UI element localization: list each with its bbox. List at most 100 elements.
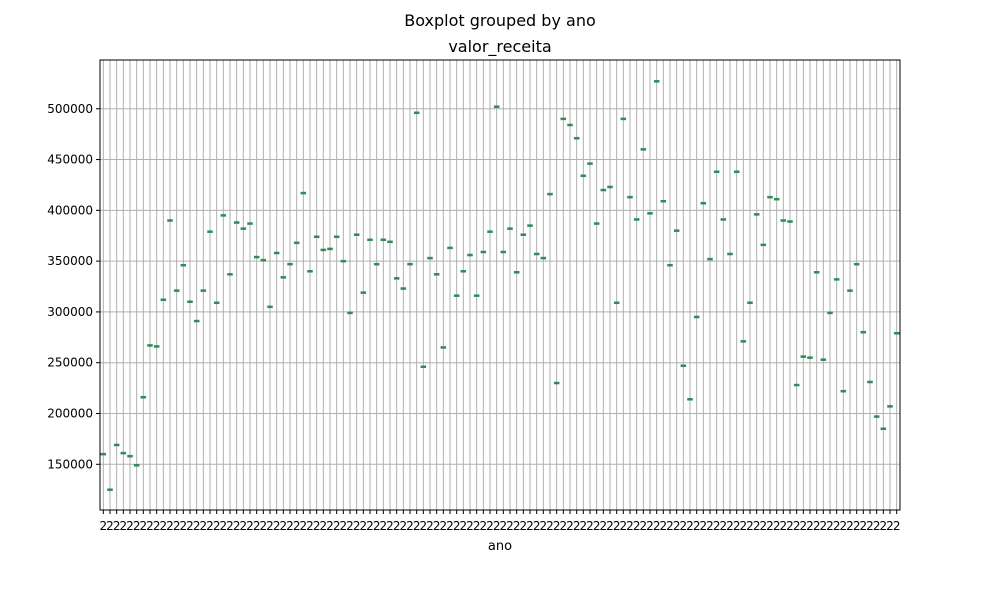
box-mark (413, 111, 420, 115)
box-mark (107, 488, 113, 491)
box-mark (680, 364, 687, 368)
x-tick-label: 2 (293, 519, 301, 533)
x-tick-label: 2 (860, 519, 868, 533)
x-tick-label: 2 (726, 519, 734, 533)
x-tick-label: 2 (786, 519, 794, 533)
x-tick-label: 2 (713, 519, 721, 533)
box-mark (773, 197, 780, 201)
x-tick-label: 2 (140, 519, 148, 533)
x-tick-label: 2 (873, 519, 881, 533)
box-mark (607, 185, 613, 189)
x-tick-label: 2 (326, 519, 334, 533)
box-mark (113, 443, 120, 447)
x-tick-label: 2 (780, 519, 788, 533)
box-mark (347, 311, 353, 315)
box-mark (427, 256, 433, 260)
x-tick-label: 2 (760, 519, 768, 533)
box-mark (353, 233, 360, 236)
x-tick-label: 2 (366, 519, 374, 533)
x-tick-label: 2 (480, 519, 488, 533)
box-mark (420, 365, 427, 369)
box-mark (820, 358, 827, 361)
box-mark (507, 227, 513, 230)
box-mark (300, 191, 307, 195)
box-mark (213, 301, 220, 305)
x-tick-label: 2 (600, 519, 608, 533)
box-mark (627, 195, 633, 199)
box-mark (787, 220, 793, 223)
box-mark (613, 301, 620, 305)
x-tick-label: 2 (206, 519, 214, 533)
x-tick-label: 2 (286, 519, 294, 533)
box-mark (120, 451, 127, 455)
x-tick-label: 2 (680, 519, 688, 533)
x-tick-label: 2 (513, 519, 521, 533)
box-mark (707, 257, 713, 261)
x-tick-label: 2 (706, 519, 714, 533)
x-tick-label: 2 (466, 519, 474, 533)
y-axis-ticks: 150000 200000 250000 300000 350000 400000 4500… (47, 102, 100, 471)
box-mark (173, 289, 180, 292)
box-mark (800, 355, 807, 358)
x-tick-label: 2 (493, 519, 501, 533)
x-tick-label: 2 (753, 519, 761, 533)
y-tick-label: 300000 (47, 305, 93, 319)
x-tick-label: 2 (606, 519, 614, 533)
box-mark (453, 294, 460, 297)
box-mark (647, 212, 653, 215)
x-tick-label: 2 (866, 519, 874, 533)
x-tick-label: 2 (100, 519, 108, 533)
y-tick-label: 400000 (47, 203, 93, 217)
box-mark (587, 162, 593, 165)
box-mark (273, 251, 280, 255)
box-mark (240, 227, 247, 230)
x-tick-label: 2 (500, 519, 508, 533)
x-tick-label: 2 (553, 519, 561, 533)
box-mark (567, 123, 573, 127)
box-mark (320, 248, 327, 252)
box-mark (840, 389, 847, 393)
x-tick-label: 2 (666, 519, 674, 533)
x-tick-label: 2 (626, 519, 634, 533)
box-mark (267, 305, 273, 309)
x-tick-label: 2 (880, 519, 888, 533)
box-mark (793, 383, 800, 387)
box-mark (387, 240, 393, 244)
box-mark (853, 262, 860, 266)
box-mark (573, 136, 580, 140)
box-mark (253, 255, 260, 259)
x-tick-label: 2 (413, 519, 421, 533)
box-mark (633, 218, 640, 221)
x-tick-label: 2 (653, 519, 661, 533)
box-mark (867, 380, 873, 384)
x-tick-label: 2 (313, 519, 321, 533)
x-tick-label: 2 (520, 519, 528, 533)
box-mark (893, 332, 900, 335)
box-mark (440, 346, 447, 349)
box-mark (667, 263, 673, 267)
x-tick-label: 2 (133, 519, 141, 533)
x-tick-label: 2 (440, 519, 448, 533)
box-mark (653, 80, 660, 83)
x-tick-label: 2 (533, 519, 541, 533)
box-mark (880, 427, 887, 430)
x-tick-label: 2 (633, 519, 641, 533)
x-tick-label: 2 (893, 519, 901, 533)
box-mark (473, 294, 480, 297)
x-tick-label: 2 (260, 519, 268, 533)
x-tick-label: 2 (820, 519, 828, 533)
x-tick-label: 2 (166, 519, 174, 533)
x-tick-label: 2 (720, 519, 728, 533)
x-tick-label: 2 (540, 519, 548, 533)
x-tick-label: 2 (453, 519, 461, 533)
box-mark (247, 222, 253, 225)
box-mark (313, 235, 320, 238)
box-mark (207, 230, 213, 233)
x-tick-label: 2 (160, 519, 168, 533)
box-mark (873, 415, 880, 418)
box-mark (673, 229, 680, 232)
x-tick-label: 2 (646, 519, 654, 533)
x-tick-label: 2 (733, 519, 741, 533)
chart-title: valor_receita (448, 37, 551, 57)
